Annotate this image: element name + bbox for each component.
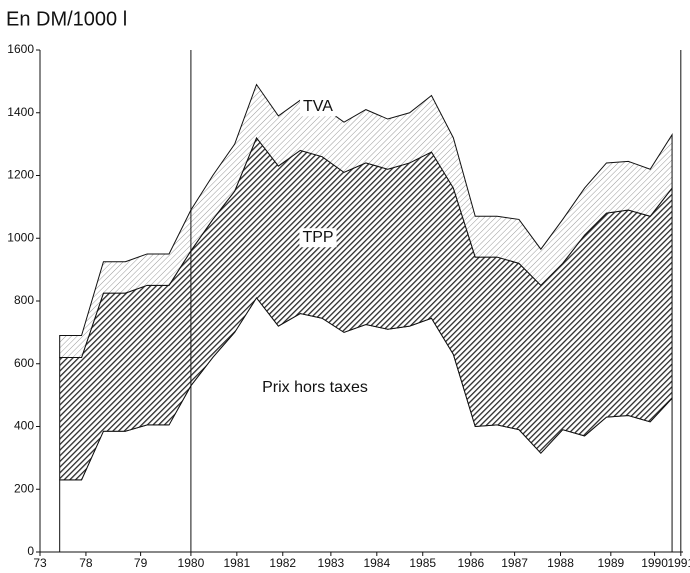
y-tick-label: 1600 bbox=[7, 42, 34, 56]
x-tick-label: 1987 bbox=[501, 556, 528, 570]
x-tick-label: 1981 bbox=[223, 556, 250, 570]
area-label: TPP bbox=[302, 229, 333, 246]
x-tick-label: 1989 bbox=[597, 556, 624, 570]
x-tick-label: 1988 bbox=[547, 556, 574, 570]
y-axis-title: En DM/1000 l bbox=[6, 8, 127, 30]
x-tick-label: 1984 bbox=[363, 556, 390, 570]
y-tick-label: 400 bbox=[14, 419, 34, 433]
label-background bbox=[300, 97, 337, 117]
x-tick-label: 1982 bbox=[269, 556, 296, 570]
y-tick-label: 600 bbox=[14, 356, 34, 370]
x-tick-label: 1990 bbox=[641, 556, 668, 570]
area-label: TVA bbox=[303, 98, 333, 115]
y-tick-label: 800 bbox=[14, 293, 34, 307]
y-tick-label: 1000 bbox=[7, 230, 34, 244]
y-tick-label: 1200 bbox=[7, 168, 34, 182]
y-tick-label: 1400 bbox=[7, 105, 34, 119]
x-tick-label: 1986 bbox=[458, 556, 485, 570]
label-background bbox=[299, 228, 337, 248]
y-tick-label: 200 bbox=[14, 481, 34, 495]
y-tick-label: 0 bbox=[27, 544, 34, 558]
x-tick-label: 1983 bbox=[318, 556, 345, 570]
x-tick-label: 78 bbox=[79, 556, 93, 570]
area-label: Prix hors taxes bbox=[262, 379, 368, 396]
x-tick-label: 1985 bbox=[409, 556, 436, 570]
x-tick-label: 1980 bbox=[178, 556, 205, 570]
x-tick-label: 79 bbox=[134, 556, 148, 570]
x-tick-label: 1991 bbox=[667, 556, 690, 570]
x-tick-label: 73 bbox=[33, 556, 47, 570]
area-2 bbox=[59, 83, 673, 358]
